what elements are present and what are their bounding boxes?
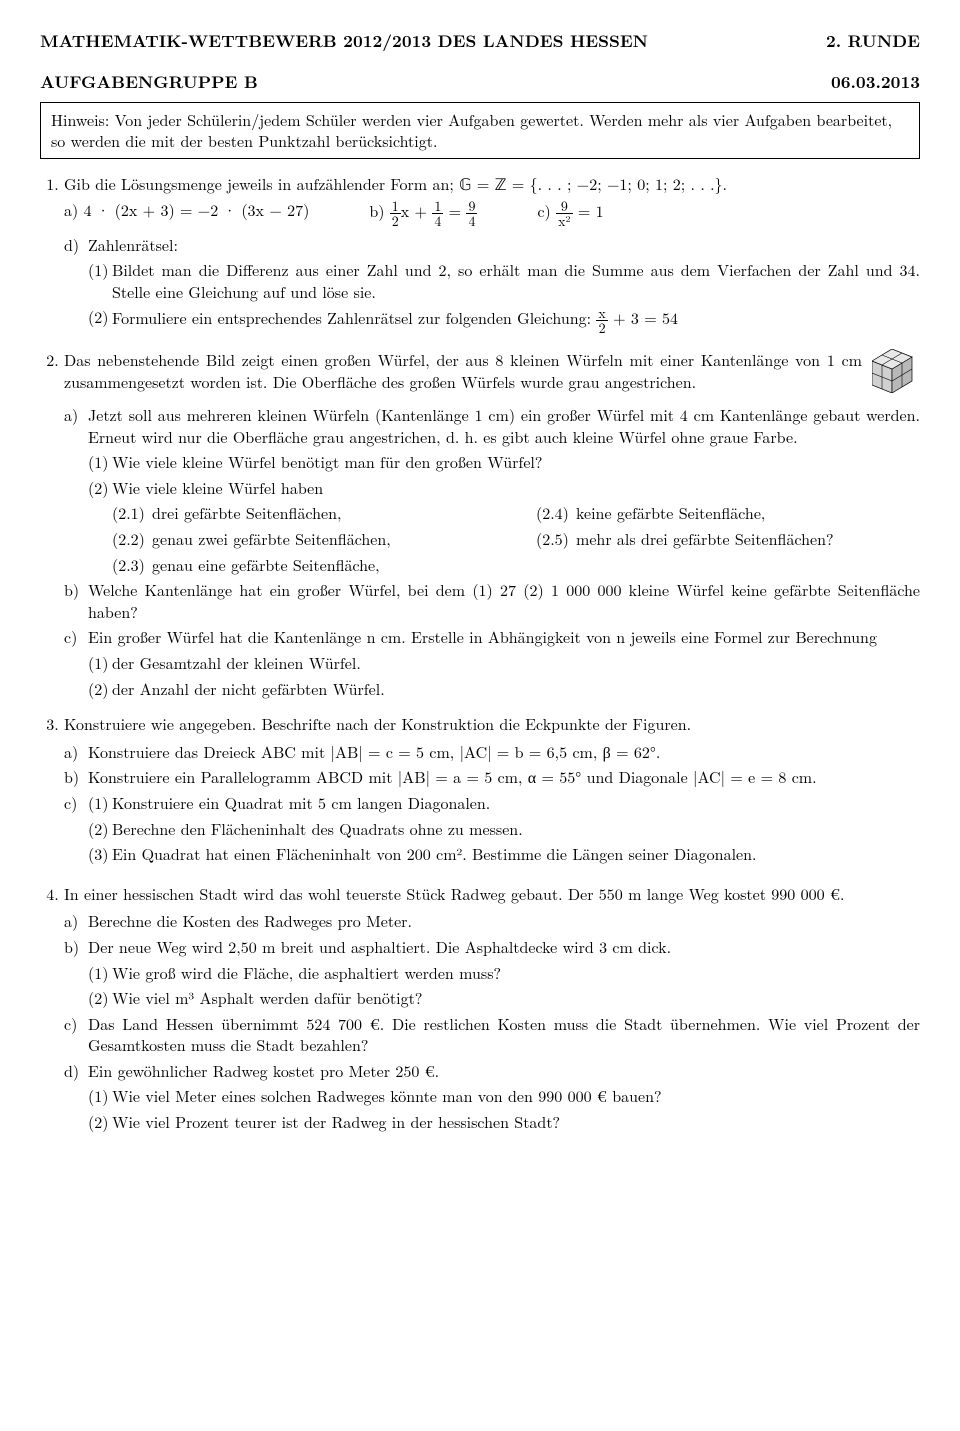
p3c3: Ein Quadrat hat einen Flächeninhalt von … [112, 843, 920, 865]
p1d2: Formuliere ein entsprechendes Zahlenräts… [112, 306, 920, 335]
p2a21: drei gefärbte Seitenflächen, [152, 502, 496, 524]
p2a23: genau eine gefärbte Seitenfläche, [152, 554, 496, 576]
page-header: MATHEMATIK-WETTBEWERB 2012/2013 DES LAND… [40, 30, 920, 53]
group-label: AUFGABENGRUPPE B [40, 71, 258, 94]
p1d1: Bildet man die Differenz aus einer Zahl … [112, 259, 920, 302]
p4c: Das Land Hessen übernimmt 524 700 €. Die… [88, 1013, 920, 1056]
title-right: 2. RUNDE [826, 30, 920, 53]
p1-intro: Gib die Lösungsmenge jeweils in aufzähle… [64, 172, 727, 195]
p3-intro: Konstruiere wie angegeben. Beschrifte na… [64, 712, 691, 735]
p3a: Konstruiere das Dreieck ABC mit |AB| = c… [88, 741, 920, 763]
p4a: Berechne die Kosten des Radweges pro Met… [88, 910, 920, 932]
p3c2: Berechne den Flächeninhalt des Quadrats … [112, 818, 920, 840]
p2c1: der Gesamtzahl der kleinen Würfel. [112, 652, 920, 674]
p2a1: Wie viele kleine Würfel benötigt man für… [112, 451, 920, 473]
problem-4: In einer hessischen Stadt wird das wohl … [64, 883, 920, 1133]
p1a: a) 4 · (2x + 3) = −2 · (3x − 27) [64, 199, 309, 228]
p4b2: Wie viel m³ Asphalt werden dafür benötig… [112, 987, 920, 1009]
p2c2: der Anzahl der nicht gefärbten Würfel. [112, 678, 920, 700]
p4b1: Wie groß wird die Fläche, die asphaltier… [112, 962, 920, 984]
date-label: 06.03.2013 [831, 71, 920, 94]
p2-intro: Das nebenstehende Bild zeigt einen große… [64, 348, 862, 393]
p1b: b) 12x + 14 = 94 [369, 199, 477, 228]
p2a24: keine gefärbte Seitenfläche, [576, 502, 920, 524]
p4b: Der neue Weg wird 2,50 m breit und aspha… [88, 936, 920, 958]
p4d1: Wie viel Meter eines solchen Radweges kö… [112, 1085, 920, 1107]
hint-text: Hinweis: Von jeder Schülerin/jedem Schül… [51, 108, 892, 153]
problem-list: Gib die Lösungsmenge jeweils in aufzähle… [40, 173, 920, 1133]
title-left: MATHEMATIK-WETTBEWERB 2012/2013 DES LAND… [40, 30, 648, 53]
p4-intro: In einer hessischen Stadt wird das wohl … [64, 882, 844, 905]
p2a25: mehr als drei gefärbte Seitenflächen? [576, 528, 920, 550]
p2a22: genau zwei gefärbte Seitenflächen, [152, 528, 496, 550]
p2a: Jetzt soll aus mehreren kleinen Würfeln … [88, 404, 920, 447]
p1d-label: Zahlenrätsel: [88, 234, 920, 256]
p3b: Konstruiere ein Parallelogramm ABCD mit … [88, 766, 920, 788]
problem-3: Konstruiere wie angegeben. Beschrifte na… [64, 713, 920, 869]
p3c1: Konstruiere ein Quadrat mit 5 cm langen … [112, 792, 920, 814]
p1c: c) 9x² = 1 [537, 199, 603, 228]
p2b: Welche Kantenlänge hat ein großer Würfel… [88, 579, 920, 622]
p4d: Ein gewöhnlicher Radweg kostet pro Meter… [88, 1060, 920, 1082]
page-subheader: AUFGABENGRUPPE B 06.03.2013 [40, 71, 920, 94]
cube-icon [872, 349, 920, 398]
p2c: Ein großer Würfel hat die Kantenlänge n … [88, 626, 920, 648]
p4d2: Wie viel Prozent teurer ist der Radweg i… [112, 1111, 920, 1133]
problem-2: Das nebenstehende Bild zeigt einen große… [64, 349, 920, 699]
hint-box: Hinweis: Von jeder Schülerin/jedem Schül… [40, 102, 920, 159]
p2a2: Wie viele kleine Würfel haben [112, 477, 920, 499]
problem-1: Gib die Lösungsmenge jeweils in aufzähle… [64, 173, 920, 335]
